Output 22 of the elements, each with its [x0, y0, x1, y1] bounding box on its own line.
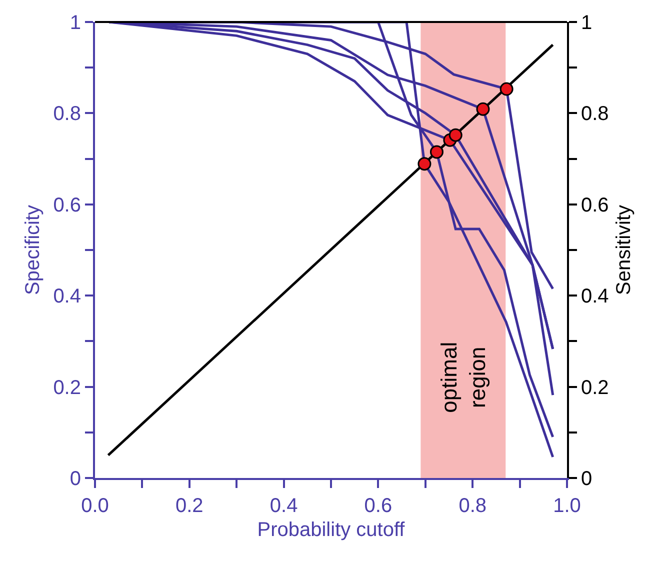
- y2-tick-label: 0.4: [581, 286, 609, 308]
- y-tick-label: 0.6: [53, 194, 81, 216]
- y-tick-label: 0.4: [53, 286, 81, 308]
- x-axis-title: Probability cutoff: [257, 519, 406, 541]
- band-label: optimal region: [436, 342, 490, 413]
- y2-tick-label: 0.2: [581, 376, 609, 399]
- y-tick-label: 0: [70, 468, 81, 490]
- y-tick-label: 0.2: [53, 376, 81, 399]
- x-tick-label: 0.6: [364, 495, 392, 517]
- y2-tick-label: 1: [581, 12, 592, 34]
- x-tick-label: 0.8: [458, 495, 487, 517]
- x-tick-label: 1.0: [553, 495, 581, 517]
- y2-tick-label: 0: [581, 468, 592, 490]
- y-tick-label: 1: [70, 12, 81, 34]
- y-tick-label: 0.8: [53, 103, 81, 126]
- x-tick-label: 0.4: [270, 495, 298, 517]
- y2-axis-title: Sensitivity: [612, 204, 635, 296]
- y2-tick-label: 0.6: [581, 194, 609, 216]
- x-tick-label: 0.2: [175, 495, 204, 517]
- y-axis-title: Specificity: [22, 204, 44, 296]
- y2-tick-label: 0.8: [581, 103, 609, 126]
- x-tick-label: 0.0: [81, 495, 109, 517]
